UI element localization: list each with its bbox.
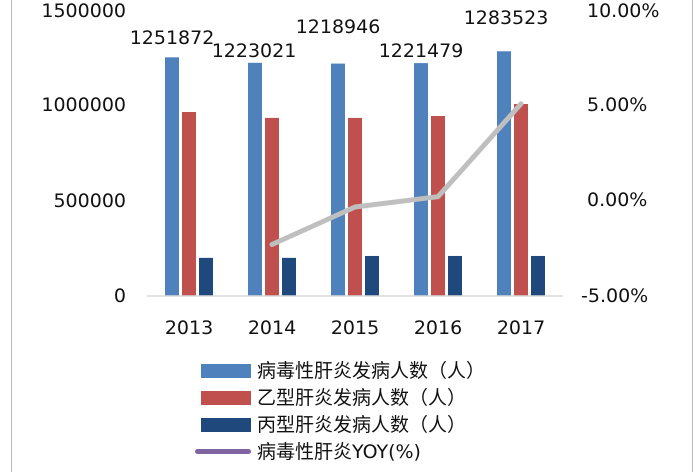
legend-swatch-darkblue	[201, 417, 251, 432]
data-label: 1251872	[130, 27, 215, 49]
right-tick: 0.00%	[587, 189, 647, 211]
x-axis: 2013 2014 2015 2016 2017	[165, 317, 545, 339]
bar	[431, 116, 445, 296]
bar	[282, 257, 296, 296]
bar	[182, 112, 196, 296]
left-axis: 1500000 1000000 500000 0	[41, 0, 126, 307]
bar	[448, 255, 462, 296]
legend-swatch-red	[201, 390, 251, 405]
bar	[365, 255, 379, 296]
right-tick: 5.00%	[587, 94, 647, 116]
left-tick: 0	[114, 285, 126, 307]
data-label: 1223021	[212, 40, 297, 62]
legend-item-yoy: 病毒性肝炎YOY(%)	[195, 438, 485, 465]
category-label: 2015	[331, 317, 379, 339]
bar	[165, 57, 179, 296]
right-tick: 10.00%	[587, 0, 659, 22]
category-label: 2014	[248, 317, 296, 339]
bar	[414, 63, 428, 296]
category-label: 2017	[497, 317, 545, 339]
chart-legend: 病毒性肝炎发病人数（人） 乙型肝炎发病人数（人） 丙型肝炎发病人数（人） 病毒性…	[195, 357, 485, 465]
legend-item-hepatitis-total: 病毒性肝炎发病人数（人）	[201, 357, 485, 384]
data-label: 1218946	[296, 16, 381, 38]
bar	[514, 103, 528, 297]
legend-label: 乙型肝炎发病人数（人）	[257, 386, 467, 409]
left-tick: 500000	[53, 190, 126, 212]
yoy-line	[269, 101, 524, 247]
bar	[331, 63, 345, 296]
left-tick: 1500000	[41, 0, 126, 22]
legend-label: 病毒性肝炎YOY(%)	[257, 440, 421, 463]
legend-label: 丙型肝炎发病人数（人）	[257, 413, 467, 436]
legend-swatch-blue	[201, 363, 251, 378]
bar-series	[165, 51, 545, 297]
chart-plot: 1500000 1000000 500000 0 10.00% 5.00% 0.…	[41, 0, 659, 339]
legend-item-hepatitis-c: 丙型肝炎发病人数（人）	[201, 411, 485, 438]
bar	[248, 62, 262, 296]
category-label: 2016	[414, 317, 462, 339]
right-tick: -5.00%	[581, 285, 648, 307]
bar	[265, 117, 279, 297]
right-axis: 10.00% 5.00% 0.00% -5.00%	[581, 0, 659, 307]
data-label: 1221479	[379, 40, 464, 62]
data-labels: 1251872 1223021 1218946 1221479 1283523	[130, 7, 549, 62]
bar	[497, 51, 511, 296]
data-label: 1283523	[464, 7, 549, 29]
category-label: 2013	[165, 317, 213, 339]
left-tick: 1000000	[41, 94, 126, 116]
legend-item-hepatitis-b: 乙型肝炎发病人数（人）	[201, 384, 485, 411]
legend-line-purple	[195, 449, 251, 454]
bar	[199, 257, 213, 296]
bar	[531, 255, 545, 296]
legend-label: 病毒性肝炎发病人数（人）	[257, 359, 486, 382]
chart-frame	[11, 0, 693, 472]
